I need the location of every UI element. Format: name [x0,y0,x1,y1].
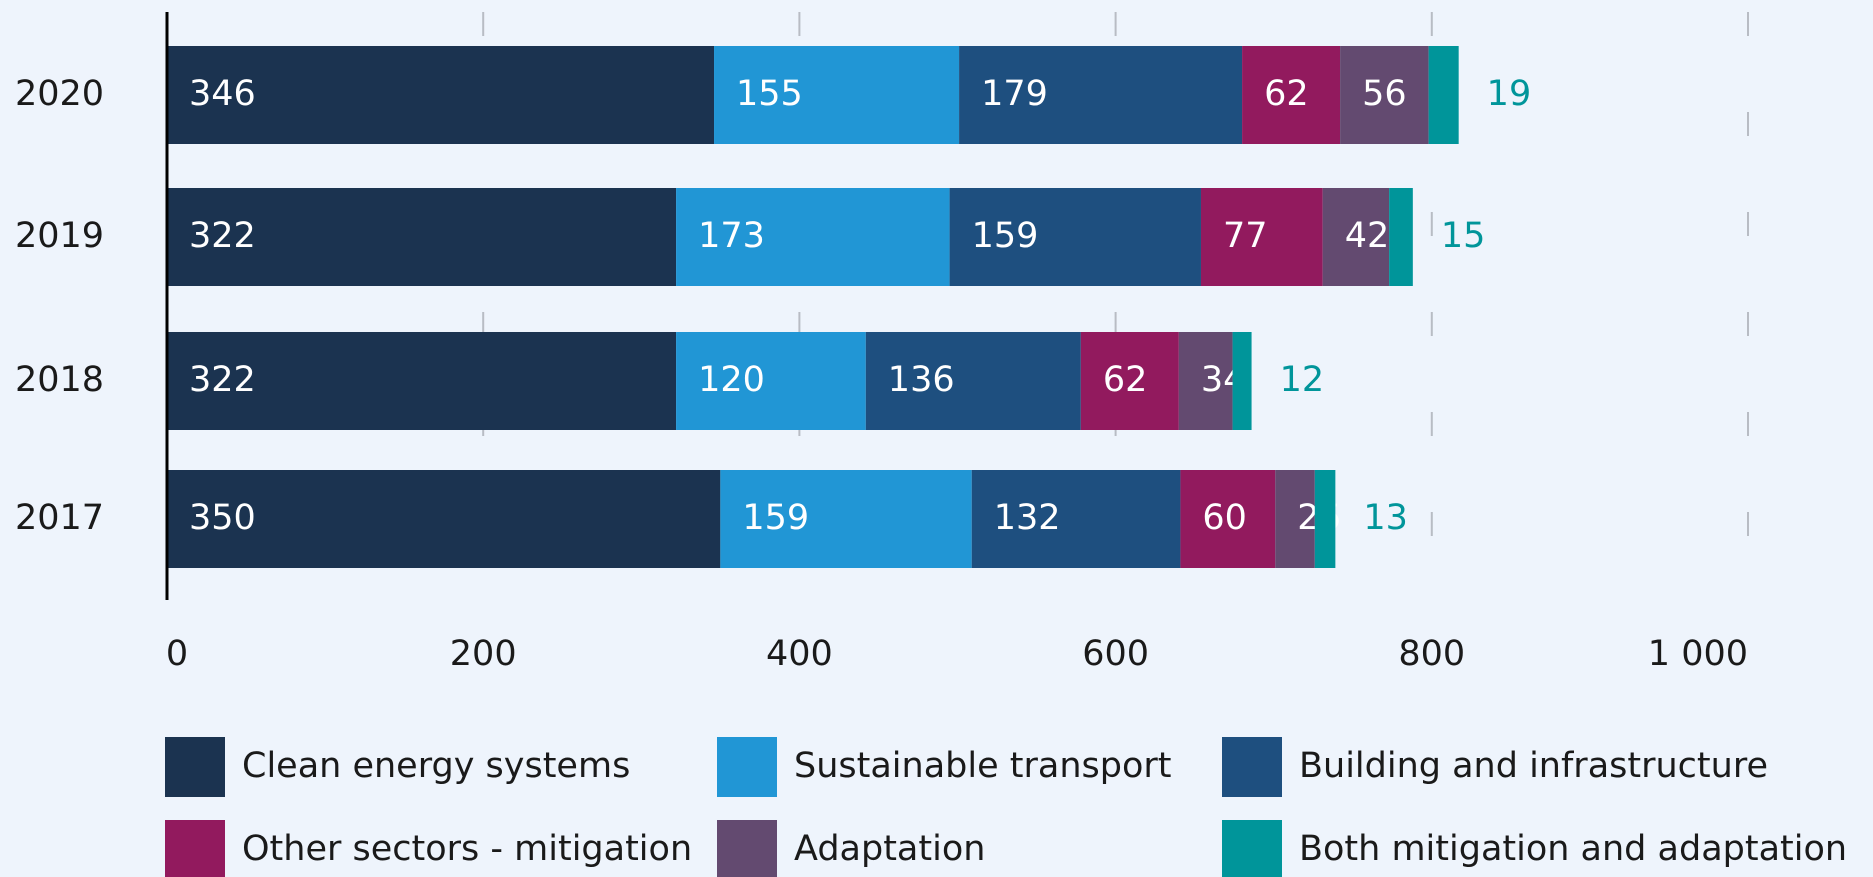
x-tick-label: 200 [450,634,517,674]
bar-segment [865,332,1081,430]
bar-segment [1275,470,1315,568]
legend-swatch [165,820,225,877]
data-label: 322 [189,360,256,400]
bar-segment [1314,470,1336,568]
bar-segment [1389,188,1413,286]
x-tick-label: 800 [1398,634,1465,674]
bar-segment [1180,470,1276,568]
data-label: 173 [698,216,765,256]
bar-segment [1232,332,1252,430]
data-label: 350 [189,498,256,538]
bar-segment [1242,46,1341,144]
data-label: 132 [994,498,1061,538]
bar-segment [1080,332,1179,430]
bar-segment [167,470,721,568]
bar-segment [1178,332,1233,430]
bar-segment [971,470,1181,568]
y-tick-label: 2017 [15,498,104,538]
data-label: 159 [972,216,1039,256]
bar-segment [1322,188,1390,286]
bar-segment [949,188,1201,286]
x-tick-label: 600 [1082,634,1149,674]
bar-segment [167,332,677,430]
data-label: 77 [1223,216,1268,256]
bar-segment [167,188,677,286]
x-tick-label: 1 000 [1648,634,1748,674]
y-tick-label: 2018 [15,360,104,400]
legend-label: Clean energy systems [242,746,630,786]
data-label: 19 [1487,74,1532,114]
y-tick-label: 2019 [15,216,104,256]
legend-swatch [717,820,777,877]
legend-swatch [1222,737,1282,797]
data-label: 62 [1264,74,1309,114]
bar-segment [1200,188,1323,286]
data-label: 15 [1441,216,1486,256]
legend-label: Adaptation [794,829,985,869]
y-tick-label: 2020 [15,74,104,114]
legend-label: Building and infrastructure [1299,746,1768,786]
x-tick-label: 400 [766,634,833,674]
bar-segment [1428,46,1459,144]
legend-label: Both mitigation and adaptation [1299,829,1847,869]
data-label: 60 [1202,498,1247,538]
bar-segment [959,46,1243,144]
legend-swatch [717,737,777,797]
data-label: 346 [189,74,256,114]
bar-segment [676,188,950,286]
data-label: 42 [1345,216,1390,256]
data-label: 12 [1280,360,1325,400]
bar-segment [1340,46,1429,144]
data-label: 136 [888,360,955,400]
bar-segment [676,332,866,430]
data-label: 322 [189,216,256,256]
data-label: 56 [1362,74,1407,114]
data-label: 159 [742,498,809,538]
x-tick-label: 0 [166,634,188,674]
bar-segment [167,46,715,144]
legend-swatch [165,737,225,797]
legend-label: Sustainable transport [794,746,1171,786]
data-label: 155 [736,74,803,114]
bar-segment [714,46,960,144]
legend-swatch [1222,820,1282,877]
data-label: 62 [1103,360,1148,400]
legend-label: Other sectors - mitigation [242,829,692,869]
bar-segment [720,470,972,568]
data-label: 179 [981,74,1048,114]
data-label: 13 [1363,498,1408,538]
data-label: 120 [698,360,765,400]
